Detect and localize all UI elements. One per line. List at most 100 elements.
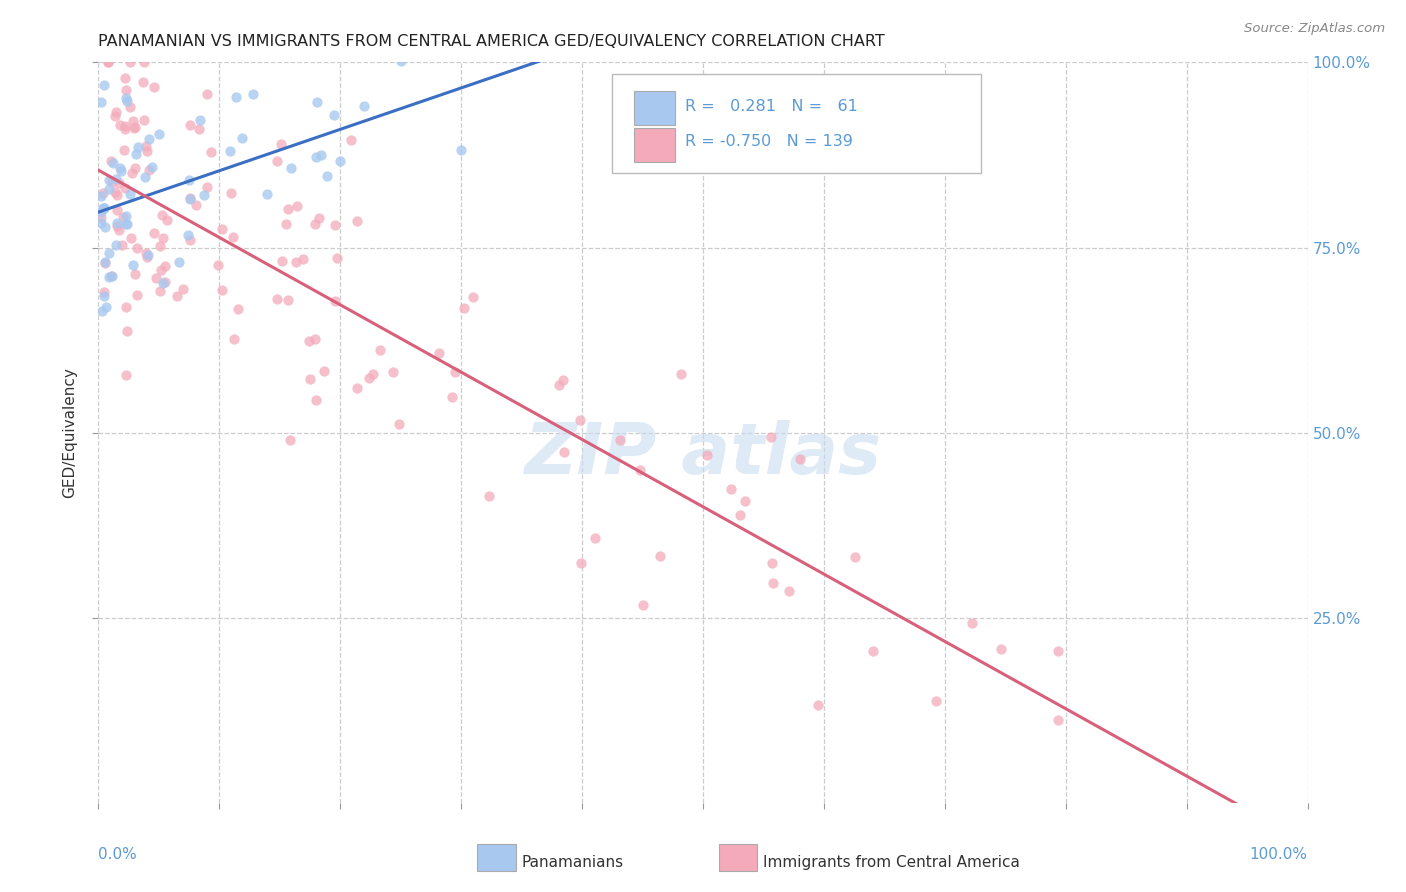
- Point: [90, 211, 112, 225]
- Point: [179, 191, 201, 205]
- Text: Panamanians: Panamanians: [522, 855, 624, 870]
- Point: [141, 160, 163, 174]
- Point: [285, 254, 308, 268]
- Point: [134, 55, 156, 70]
- Point: [179, 118, 201, 132]
- Point: [121, 166, 143, 180]
- Point: [115, 82, 138, 96]
- Point: [107, 176, 129, 190]
- Y-axis label: GED/Equivalency: GED/Equivalency: [62, 368, 77, 498]
- Point: [222, 332, 245, 346]
- Point: [120, 231, 142, 245]
- Point: [177, 227, 200, 242]
- Point: [219, 186, 242, 200]
- Point: [114, 120, 136, 134]
- Point: [93, 285, 115, 299]
- Point: [450, 143, 472, 157]
- Point: [266, 292, 288, 306]
- Point: [114, 121, 136, 136]
- Point: [648, 549, 671, 564]
- Point: [152, 277, 174, 291]
- Point: [91, 201, 114, 215]
- Point: [156, 212, 179, 227]
- Point: [120, 55, 142, 70]
- Text: Source: ZipAtlas.com: Source: ZipAtlas.com: [1244, 22, 1385, 36]
- Point: [101, 155, 124, 169]
- Point: [93, 289, 115, 303]
- Point: [150, 208, 173, 222]
- Point: [105, 219, 128, 234]
- Point: [329, 153, 352, 168]
- Point: [188, 113, 211, 128]
- Point: [105, 202, 128, 217]
- Point: [266, 154, 288, 169]
- Point: [453, 301, 475, 315]
- Point: [720, 482, 742, 496]
- Point: [299, 371, 322, 385]
- Point: [548, 377, 571, 392]
- Point: [368, 343, 391, 357]
- Point: [93, 201, 115, 215]
- Point: [569, 557, 592, 571]
- Point: [149, 284, 172, 298]
- Point: [207, 258, 229, 272]
- Point: [734, 494, 756, 508]
- Point: [97, 55, 120, 70]
- Point: [278, 434, 301, 448]
- Point: [125, 241, 148, 255]
- Point: [219, 144, 242, 158]
- Point: [152, 231, 174, 245]
- Point: [346, 381, 368, 395]
- Point: [609, 433, 631, 447]
- Point: [111, 237, 134, 252]
- Point: [97, 269, 120, 284]
- Point: [132, 113, 155, 128]
- FancyBboxPatch shape: [634, 128, 675, 162]
- Point: [277, 293, 299, 307]
- Point: [730, 508, 752, 523]
- Point: [104, 238, 127, 252]
- Point: [135, 246, 157, 260]
- Point: [101, 269, 124, 284]
- Point: [361, 367, 384, 381]
- Point: [179, 173, 201, 187]
- Text: 0.0%: 0.0%: [98, 847, 138, 863]
- Point: [316, 169, 339, 183]
- Point: [127, 288, 149, 302]
- Point: [115, 324, 138, 338]
- Point: [114, 181, 136, 195]
- Point: [104, 104, 127, 119]
- Point: [346, 214, 368, 228]
- Point: [553, 445, 575, 459]
- Point: [569, 413, 592, 427]
- Point: [762, 575, 785, 590]
- Point: [844, 550, 866, 565]
- Point: [93, 220, 115, 235]
- Point: [93, 256, 115, 270]
- Text: 100.0%: 100.0%: [1250, 847, 1308, 863]
- Point: [100, 268, 122, 283]
- Point: [97, 182, 120, 196]
- Point: [188, 122, 211, 136]
- Point: [990, 642, 1012, 657]
- Point: [340, 132, 363, 146]
- Point: [323, 218, 346, 232]
- Point: [143, 226, 166, 240]
- Point: [242, 87, 264, 102]
- Point: [91, 186, 114, 200]
- Point: [631, 598, 654, 612]
- Point: [862, 643, 884, 657]
- Point: [1046, 713, 1069, 727]
- Point: [105, 188, 128, 202]
- Point: [110, 161, 132, 175]
- Point: [97, 55, 120, 70]
- Point: [122, 258, 145, 272]
- Point: [200, 145, 222, 159]
- Point: [93, 201, 115, 215]
- Point: [226, 301, 249, 316]
- Point: [193, 188, 215, 202]
- Point: [924, 694, 946, 708]
- Point: [115, 91, 138, 105]
- Point: [280, 161, 302, 175]
- Point: [778, 583, 800, 598]
